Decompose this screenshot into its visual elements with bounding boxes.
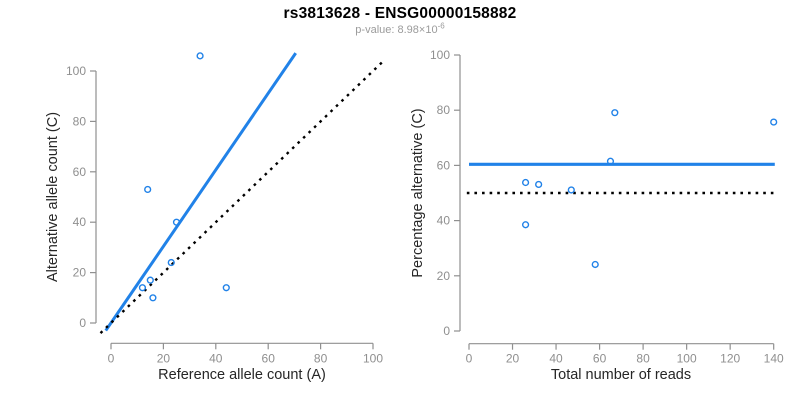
y-tick-label: 0 (79, 316, 86, 330)
data-point (172, 218, 181, 226)
right-plot-panel: 0 20 40 60 80 100 0 20 40 60 80 100 120 140 Total numb… (410, 48, 784, 383)
data-point (146, 276, 154, 284)
data-point (138, 284, 147, 292)
chart-title: rs3813628 - ENSG00000158882 (283, 5, 517, 22)
data-point (521, 221, 530, 229)
y-axis-title: Percentage alternative (C) (410, 108, 426, 277)
y-tick-label: 40 (73, 215, 87, 229)
x-tick-label: 0 (108, 351, 115, 365)
x-tick-label: 80 (314, 351, 328, 365)
y-tick-label: 80 (437, 103, 451, 117)
p-value-text: p-value: 8.98×10 (355, 24, 438, 36)
y-tick-label: 60 (437, 158, 451, 172)
x-tick-label: 20 (506, 352, 520, 366)
y-tick-label: 100 (430, 48, 450, 62)
x-tick-label: 40 (209, 351, 223, 365)
y-tick-label: 20 (437, 269, 451, 283)
data-point (144, 185, 152, 194)
identity-line (99, 58, 386, 334)
x-axis-title: Total number of reads (551, 367, 691, 383)
data-point (606, 157, 615, 165)
data-point (167, 258, 175, 267)
y-tick-label: 40 (437, 214, 451, 228)
data-point (149, 294, 157, 302)
x-tick-label: 60 (593, 352, 607, 366)
y-axis-title: Alternative allele count (C) (45, 112, 61, 282)
data-point (770, 118, 778, 126)
data-point (521, 178, 530, 187)
y-tick-label: 100 (66, 64, 86, 78)
x-tick-label: 80 (636, 352, 650, 366)
x-tick-label: 100 (363, 351, 383, 365)
left-plot-panel: 0 20 40 60 80 100 0 20 40 60 80 100 Reference allele… (45, 52, 386, 383)
data-point (222, 284, 230, 292)
y-tick-label: 0 (443, 324, 450, 338)
x-tick-label: 120 (720, 352, 740, 366)
p-value-exponent: -6 (437, 21, 445, 31)
x-tick-label: 40 (549, 352, 563, 366)
x-tick-label: 20 (157, 351, 171, 365)
data-point (567, 186, 575, 194)
x-axis-title: Reference allele count (A) (158, 367, 326, 383)
x-tick-label: 60 (262, 351, 276, 365)
data-point (196, 52, 204, 60)
x-tick-label: 0 (466, 352, 473, 366)
y-tick-label: 60 (73, 165, 87, 179)
data-point (611, 109, 619, 117)
data-point (591, 260, 599, 269)
fit-line (104, 52, 297, 332)
data-point (535, 180, 543, 189)
chart-subtitle: p-value: 8.98×10-6 (0, 21, 800, 36)
x-tick-label: 140 (764, 352, 784, 366)
y-tick-label: 20 (73, 266, 87, 280)
x-tick-label: 100 (677, 352, 697, 366)
y-tick-label: 80 (73, 114, 87, 128)
